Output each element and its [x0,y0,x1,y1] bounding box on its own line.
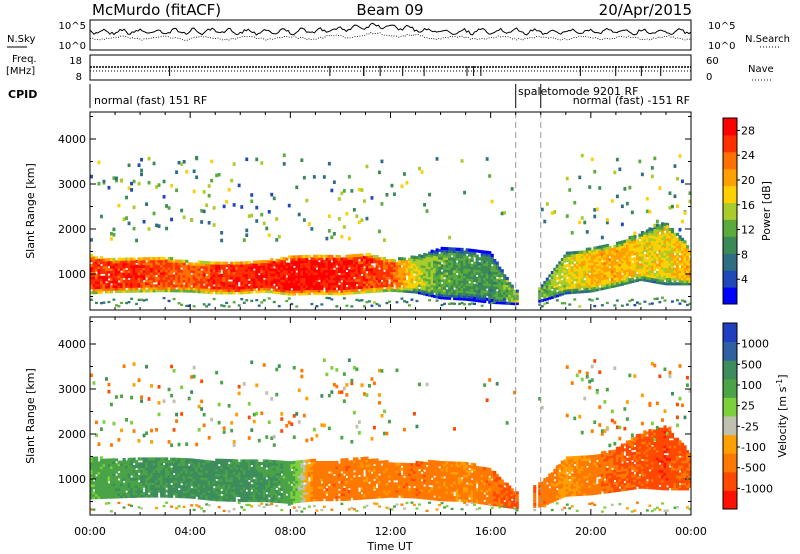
x-tick-label: 08:00 [274,525,306,538]
colorbar-tick-label: 500 [741,358,762,371]
colorbar-tick-label: 8 [741,248,748,261]
x-tick-label: 20:00 [575,525,607,538]
power-axes: 1000 2000 3000 4000 [58,112,692,310]
colorbar-tick-label: -25 [741,420,759,433]
y-tick-label: 3000 [58,178,86,191]
freq-tick-bottom: 8 [76,72,82,83]
station-title: McMurdo (fitACF) [92,1,221,19]
colorbar-tick-label: 100 [741,379,762,392]
velocity-colorbar-label: Velocity [m s-1] [775,374,789,457]
freq-tick-top: 18 [69,56,82,67]
colorbar-tick-label: 12 [741,224,755,237]
date-title: 20/Apr/2015 [599,1,692,19]
cpid-mode-normal-late: normal (fast) -151 RF [573,94,690,107]
colorbar-tick-label: 1000 [741,338,769,351]
colorbar-tick-label: 16 [741,199,755,212]
noise-tick-left-bottom: 10^0 [59,41,86,52]
power-panel: 1000 2000 3000 4000 Slant Range [km] 4 8 12 16… [24,111,773,311]
y-tick-label: 2000 [58,223,86,236]
cpid-mode-normal: normal (fast) 151 RF [94,94,207,107]
frequency-panel: Freq. [MHz] Nave 18 8 60 0 [6,54,774,83]
freq-label: Freq. [12,54,37,65]
colorbar-tick-label: -500 [741,462,766,475]
y-tick-label: 4000 [58,338,86,351]
colorbar-tick-label: 25 [741,400,755,413]
cpid-label: CPID [8,88,37,101]
power-heatmap [90,112,691,310]
colorbar-tick-label: 28 [741,124,755,137]
freq-traces [90,66,691,76]
x-tick-label: 00:00 [74,525,106,538]
freq-unit-label: [MHz] [6,66,35,77]
velocity-colorbar: 1000 500 100 25 -25 -100 -500 -1000 [722,322,773,510]
colorbar-tick-label: 24 [741,149,755,162]
y-tick-label: 4000 [58,133,86,146]
x-tick-label: 16:00 [475,525,507,538]
noise-tick-left-top: 10^5 [59,21,86,32]
colorbar-tick-label: -100 [741,441,766,454]
velocity-axes: 1000 2000 3000 4000 [58,317,692,515]
cpid-mode-spaletomode: spaletomode 9201 RF [518,85,638,98]
colorbar-tick-label: -1000 [741,482,773,495]
nave-label: Nave [748,64,774,75]
x-tick-label: 04:00 [174,525,206,538]
time-axis-label: Time UT [366,540,412,553]
noise-search-label: N.Search [745,34,790,45]
velocity-panel: 1000 2000 3000 4000 Slant Range [km] 1000 50… [24,316,789,516]
velocity-ylabel: Slant Range [km] [24,368,37,464]
cpid-row: CPID normal (fast) 151 RF spaletomode 92… [8,84,690,108]
noise-tick-right-bottom: 10^0 [708,41,735,52]
colorbar-tick-label: 4 [741,273,748,286]
time-axis: 00:00 04:00 08:00 12:00 16:00 20:00 00:00 [74,525,707,538]
power-ylabel: Slant Range [km] [24,163,37,259]
power-colorbar: 4 8 12 16 20 24 28 [722,117,755,305]
noise-sky-label: N.Sky [7,34,35,45]
y-tick-label: 1000 [58,473,86,486]
nave-tick-top: 60 [706,56,719,67]
velocity-heatmap [90,317,691,515]
noise-tick-right-top: 10^5 [708,21,735,32]
nave-tick-bottom: 0 [706,72,712,83]
y-tick-label: 1000 [58,268,86,281]
noise-panel: N.Sky N.Search 10^5 10^0 10^5 10^0 [7,19,790,52]
x-tick-label: 00:00 [675,525,707,538]
beam-title: Beam 09 [356,1,423,19]
noise-traces [89,22,692,41]
y-tick-label: 2000 [58,428,86,441]
colorbar-tick-label: 20 [741,174,755,187]
y-tick-label: 3000 [58,383,86,396]
power-colorbar-label: Power [dB] [760,181,773,241]
x-tick-label: 12:00 [375,525,407,538]
